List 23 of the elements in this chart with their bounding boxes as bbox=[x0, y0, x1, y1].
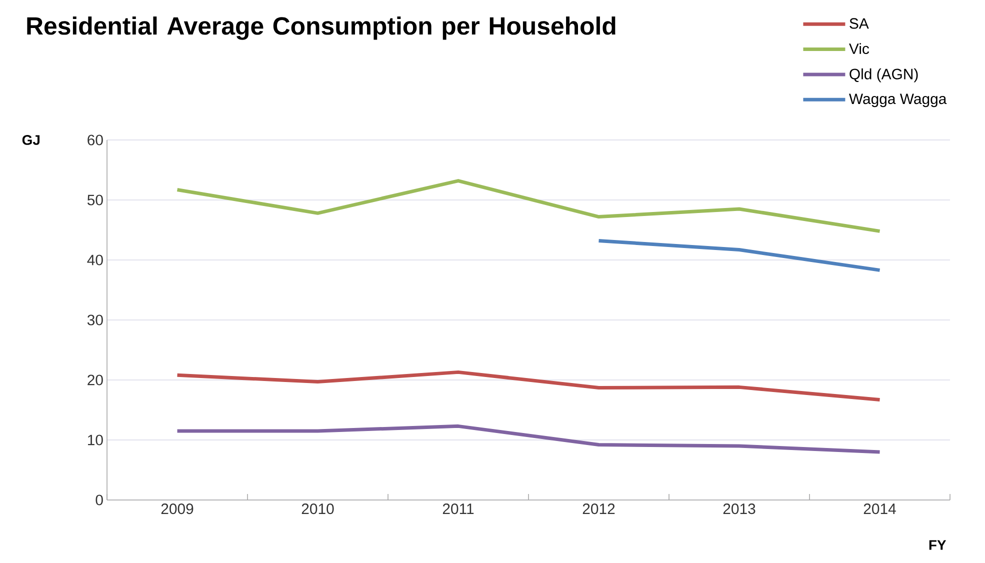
y-tick-label: 0 bbox=[96, 494, 103, 506]
y-tick-label: 10 bbox=[88, 434, 103, 446]
x-tick-label: 2010 bbox=[302, 504, 334, 514]
legend-label: Wagga Wagga bbox=[849, 94, 947, 108]
y-tick-label: 50 bbox=[87, 194, 103, 206]
y-axis-title: GJ bbox=[22, 135, 40, 145]
y-tick-label: 30 bbox=[87, 314, 103, 326]
line-series bbox=[176, 424, 882, 454]
x-axis-title: FY bbox=[929, 540, 946, 550]
y-tick-label: 40 bbox=[87, 254, 103, 266]
x-tick-label: 2012 bbox=[582, 504, 615, 514]
legend-label: Vic bbox=[849, 43, 870, 54]
line-series bbox=[176, 179, 882, 233]
y-tick-label: 20 bbox=[88, 374, 103, 386]
x-tick-label: 2013 bbox=[723, 504, 756, 514]
legend-label: SA bbox=[850, 18, 869, 29]
x-tick-label: 2011 bbox=[442, 504, 474, 514]
x-tick-label: 2009 bbox=[161, 504, 194, 514]
y-tick-label: 60 bbox=[88, 134, 103, 146]
chart-title: Residential Average Consumption per Household bbox=[27, 16, 616, 40]
line-series bbox=[176, 370, 882, 402]
x-tick-label: 2014 bbox=[864, 504, 896, 514]
legend-label: Qld (AGN) bbox=[850, 68, 918, 82]
